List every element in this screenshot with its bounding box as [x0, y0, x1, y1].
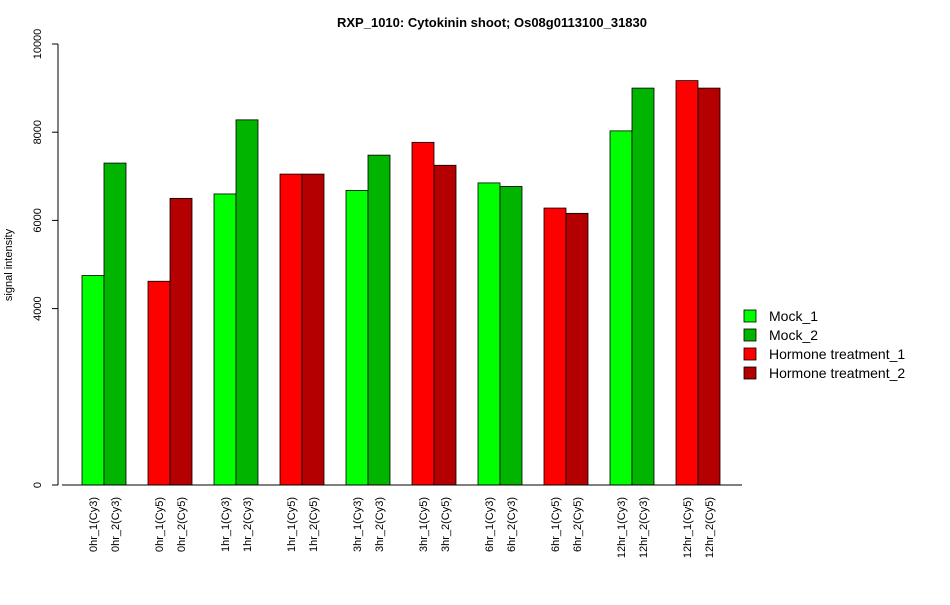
bar — [499, 186, 523, 486]
bar — [543, 207, 567, 486]
bar — [169, 197, 193, 486]
bar — [609, 130, 633, 486]
y-tick-label: 6000 — [32, 208, 44, 232]
bar — [433, 164, 457, 486]
y-axis-label: signal intensity — [3, 228, 15, 301]
bar — [213, 193, 237, 486]
bar — [411, 141, 435, 486]
x-tick-labels: 0hr_1(Cy3) 0hr_2(Cy3) 0hr_1(Cy5) 0hr_2(Cy5)… — [88, 497, 716, 558]
bar — [675, 80, 699, 486]
y-tick-label: 4000 — [32, 296, 44, 320]
y-axis: 0 4000 6000 8000 10000 — [32, 29, 59, 488]
legend-label: Hormone treatment_1 — [769, 346, 905, 362]
bar — [631, 87, 655, 486]
legend-label: Hormone treatment_2 — [769, 365, 905, 381]
x-tick-label: 0hr_2(Cy5) — [176, 497, 188, 552]
y-tick-label: 10000 — [32, 29, 44, 60]
bar — [147, 280, 171, 486]
x-tick-label: 3hr_2(Cy3) — [374, 497, 386, 552]
x-tick-label: 3hr_1(Cy5) — [418, 497, 430, 552]
bar — [345, 190, 369, 486]
x-tick-label: 3hr_2(Cy5) — [440, 497, 452, 552]
bar — [235, 119, 259, 486]
bar — [565, 212, 589, 486]
x-tick-label: 12hr_1(Cy3) — [616, 497, 628, 558]
x-tick-label: 0hr_1(Cy5) — [154, 497, 166, 552]
legend: Mock_1 Mock_2 Hormone treatment_1 Hormone t… — [743, 308, 905, 381]
x-tick-label: 0hr_1(Cy3) — [88, 497, 100, 552]
x-tick-label: 3hr_1(Cy3) — [352, 497, 364, 552]
legend-swatch — [743, 328, 757, 342]
legend-label: Mock_2 — [769, 327, 818, 343]
x-tick-label: 12hr_2(Cy5) — [704, 497, 716, 558]
x-tick-label: 12hr_2(Cy3) — [638, 497, 650, 558]
bar — [477, 182, 501, 486]
y-tick-label: 8000 — [32, 120, 44, 144]
x-tick-label: 6hr_1(Cy5) — [550, 497, 562, 552]
legend-label: Mock_1 — [769, 308, 818, 324]
legend-swatch — [743, 347, 757, 361]
x-tick-label: 1hr_2(Cy5) — [308, 497, 320, 552]
x-tick-label: 6hr_1(Cy3) — [484, 497, 496, 552]
bar — [367, 154, 391, 486]
bar — [81, 275, 105, 486]
x-tick-label: 6hr_2(Cy3) — [506, 497, 518, 552]
legend-swatch — [743, 309, 757, 323]
x-tick-label: 1hr_1(Cy3) — [220, 497, 232, 552]
x-tick-label: 6hr_2(Cy5) — [572, 497, 584, 552]
bar — [103, 162, 127, 486]
y-tick-label: 0 — [32, 482, 44, 488]
x-tick-label: 12hr_1(Cy5) — [682, 497, 694, 558]
legend-swatch — [743, 366, 757, 380]
x-tick-label: 1hr_2(Cy3) — [242, 497, 254, 552]
bar — [697, 87, 721, 486]
chart-title: RXP_1010: Cytokinin shoot; Os08g0113100_… — [337, 15, 647, 30]
bar — [279, 173, 303, 486]
x-tick-label: 0hr_2(Cy3) — [110, 497, 122, 552]
bar — [301, 173, 325, 486]
x-tick-label: 1hr_1(Cy5) — [286, 497, 298, 552]
bar-series — [81, 80, 721, 486]
